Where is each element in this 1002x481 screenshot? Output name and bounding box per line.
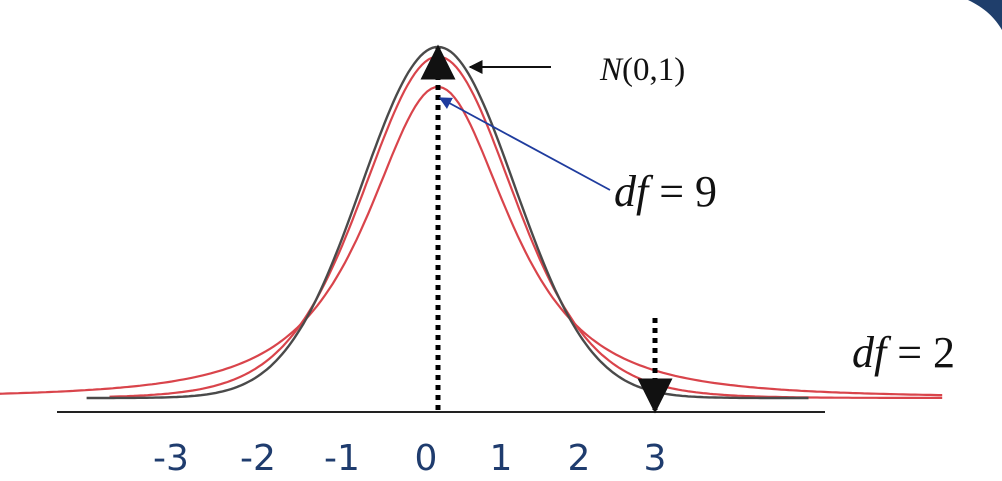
x-tick-label: 3 — [644, 438, 667, 479]
annotation-arrow-df9 — [438, 97, 611, 191]
x-tick-label: -1 — [324, 438, 360, 479]
series-df-2-curve — [0, 85, 943, 397]
label-df-9: df = 9 — [614, 167, 717, 216]
x-tick-label: -3 — [153, 438, 189, 479]
x-tick-label: 0 — [415, 438, 438, 479]
series-normal-curve — [86, 45, 809, 400]
x-tick-label: 1 — [490, 438, 513, 479]
corner-swoosh — [968, 0, 1002, 30]
x-tick-label: 2 — [568, 438, 591, 479]
series-df-9-curve — [109, 55, 943, 399]
x-tick-label: -2 — [240, 438, 276, 479]
x-tick-labels: -3 -2 -1 0 1 2 3 — [153, 438, 666, 479]
label-df-2: df = 2 — [852, 328, 955, 377]
label-normal: N(0,1) — [599, 52, 685, 88]
